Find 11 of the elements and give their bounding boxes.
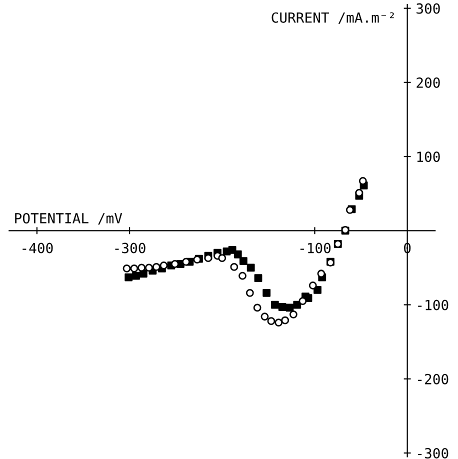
y-tick-label: 200 [416, 77, 440, 88]
y-tick-label: 100 [417, 152, 440, 162]
y-tick-label: 300 [416, 3, 440, 14]
x-tick-label: -400 [22, 242, 53, 254]
x-tick-label: -300 [115, 242, 146, 254]
x-tick-label: -100 [300, 242, 331, 254]
y-tick-label: -300 [418, 448, 448, 459]
x-axis-title: POTENTIAL /mV [15, 213, 122, 225]
y-tick-label: -100 [418, 300, 448, 310]
y-axis-title: CURRENT /mA.m⁻² [272, 12, 394, 24]
y-tick-label: -200 [418, 374, 448, 384]
